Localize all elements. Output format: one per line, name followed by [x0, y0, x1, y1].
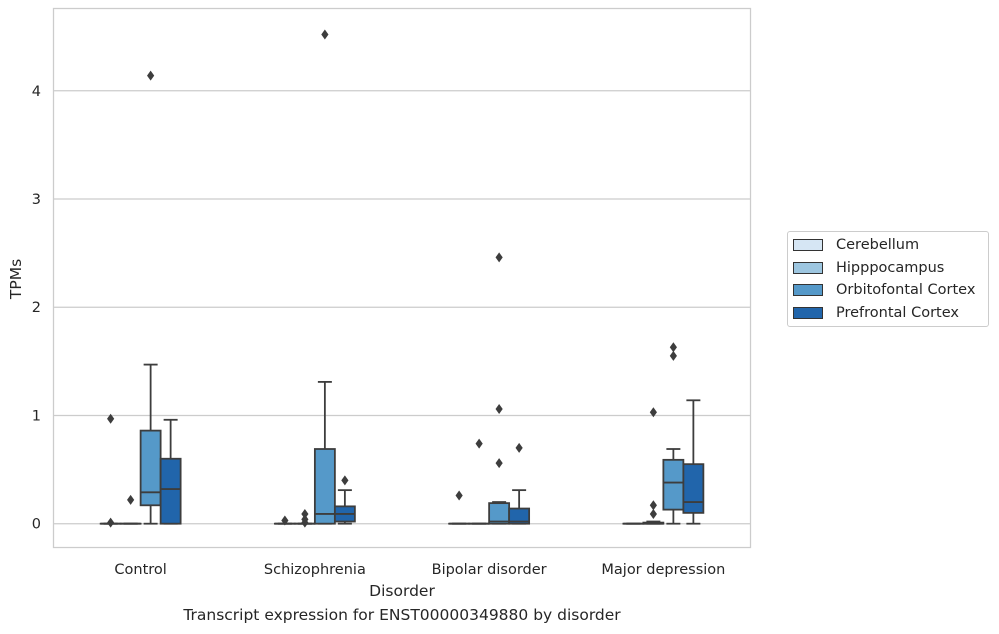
- y-tick-label: 1: [32, 408, 41, 424]
- box-hipppocampus: [468, 438, 491, 525]
- box-prefrontal-cortex: [682, 399, 705, 525]
- outlier-point: [495, 252, 503, 263]
- outlier-point: [669, 342, 677, 353]
- outlier-point: [475, 438, 483, 449]
- outlier-point: [495, 403, 503, 414]
- y-tick-label: 2: [32, 300, 41, 316]
- box-iqr: [662, 458, 685, 511]
- box-orbitofontal-cortex: [488, 252, 511, 525]
- box-prefrontal-cortex: [333, 475, 356, 525]
- boxes: [99, 29, 705, 528]
- box-hipppocampus: [119, 494, 142, 525]
- legend-swatch: [793, 284, 823, 296]
- legend-swatch: [793, 239, 823, 251]
- y-tick-label: 4: [32, 84, 41, 100]
- x-axis-label: Disorder: [369, 582, 435, 600]
- outlier-point: [669, 350, 677, 361]
- box-hipppocampus: [293, 508, 316, 528]
- box-orbitofontal-cortex: [313, 29, 336, 525]
- x-tick-label: Schizophrenia: [264, 562, 366, 578]
- outlier-point: [455, 490, 463, 501]
- box-iqr: [682, 463, 705, 514]
- y-tick-labels: 0 1 2 3 4: [32, 84, 41, 533]
- box-hipppocampus: [642, 407, 665, 525]
- box-iqr: [488, 502, 511, 525]
- box-iqr: [139, 429, 162, 507]
- box-cerebellum: [273, 515, 296, 526]
- plot-frame: [52, 7, 752, 549]
- legend-swatch: [793, 307, 823, 319]
- legend-item-prefrontal-cortex: Prefrontal Cortex: [793, 303, 959, 323]
- y-axis-label: TPMs: [7, 259, 25, 300]
- box-iqr: [508, 507, 531, 525]
- box-orbitofontal-cortex: [662, 342, 685, 525]
- x-tick-label: Major depression: [601, 562, 725, 578]
- outlier-point: [649, 407, 657, 418]
- box-prefrontal-cortex: [159, 418, 182, 525]
- outlier-point: [301, 508, 309, 519]
- legend-label: Prefrontal Cortex: [836, 305, 959, 321]
- box-iqr: [313, 448, 336, 525]
- outlier-point: [321, 29, 329, 40]
- box-iqr: [159, 457, 182, 525]
- outlier-point: [127, 494, 135, 505]
- box-cerebellum: [448, 490, 471, 525]
- x-tick-label: Bipolar disorder: [432, 562, 547, 578]
- box-cerebellum: [99, 413, 122, 528]
- outlier-point: [649, 500, 657, 511]
- x-tick-labels: Control Schizophrenia Bipolar disorder Majo…: [114, 562, 725, 578]
- box-orbitofontal-cortex: [139, 70, 162, 525]
- y-tick-label: 0: [32, 517, 41, 533]
- outlier-point: [649, 508, 657, 519]
- legend-item-orbitofrontal-cortex: Orbitofontal Cortex: [793, 280, 975, 300]
- y-tick-label: 3: [32, 192, 41, 208]
- legend-item-hippocampus: Hipppocampus: [793, 258, 944, 278]
- outlier-point: [495, 458, 503, 469]
- x-tick-label: Control: [114, 562, 166, 578]
- outlier-point: [281, 515, 289, 526]
- outlier-point: [147, 70, 155, 81]
- legend-label: Hipppocampus: [836, 260, 945, 276]
- legend-label: Cerebellum: [836, 237, 920, 253]
- outlier-point: [301, 517, 309, 528]
- box-prefrontal-cortex: [508, 442, 531, 525]
- legend-label: Orbitofontal Cortex: [836, 282, 976, 298]
- legend: Cerebellum Hipppocampus Orbitofontal Cor…: [787, 231, 989, 327]
- outlier-point: [341, 475, 349, 486]
- legend-swatch: [793, 262, 823, 274]
- legend-item-cerebellum: Cerebellum: [793, 235, 919, 255]
- outlier-point: [107, 413, 115, 424]
- outlier-point: [107, 517, 115, 528]
- outlier-point: [515, 442, 523, 453]
- figure-caption: Transcript expression for ENST0000034988…: [183, 606, 621, 624]
